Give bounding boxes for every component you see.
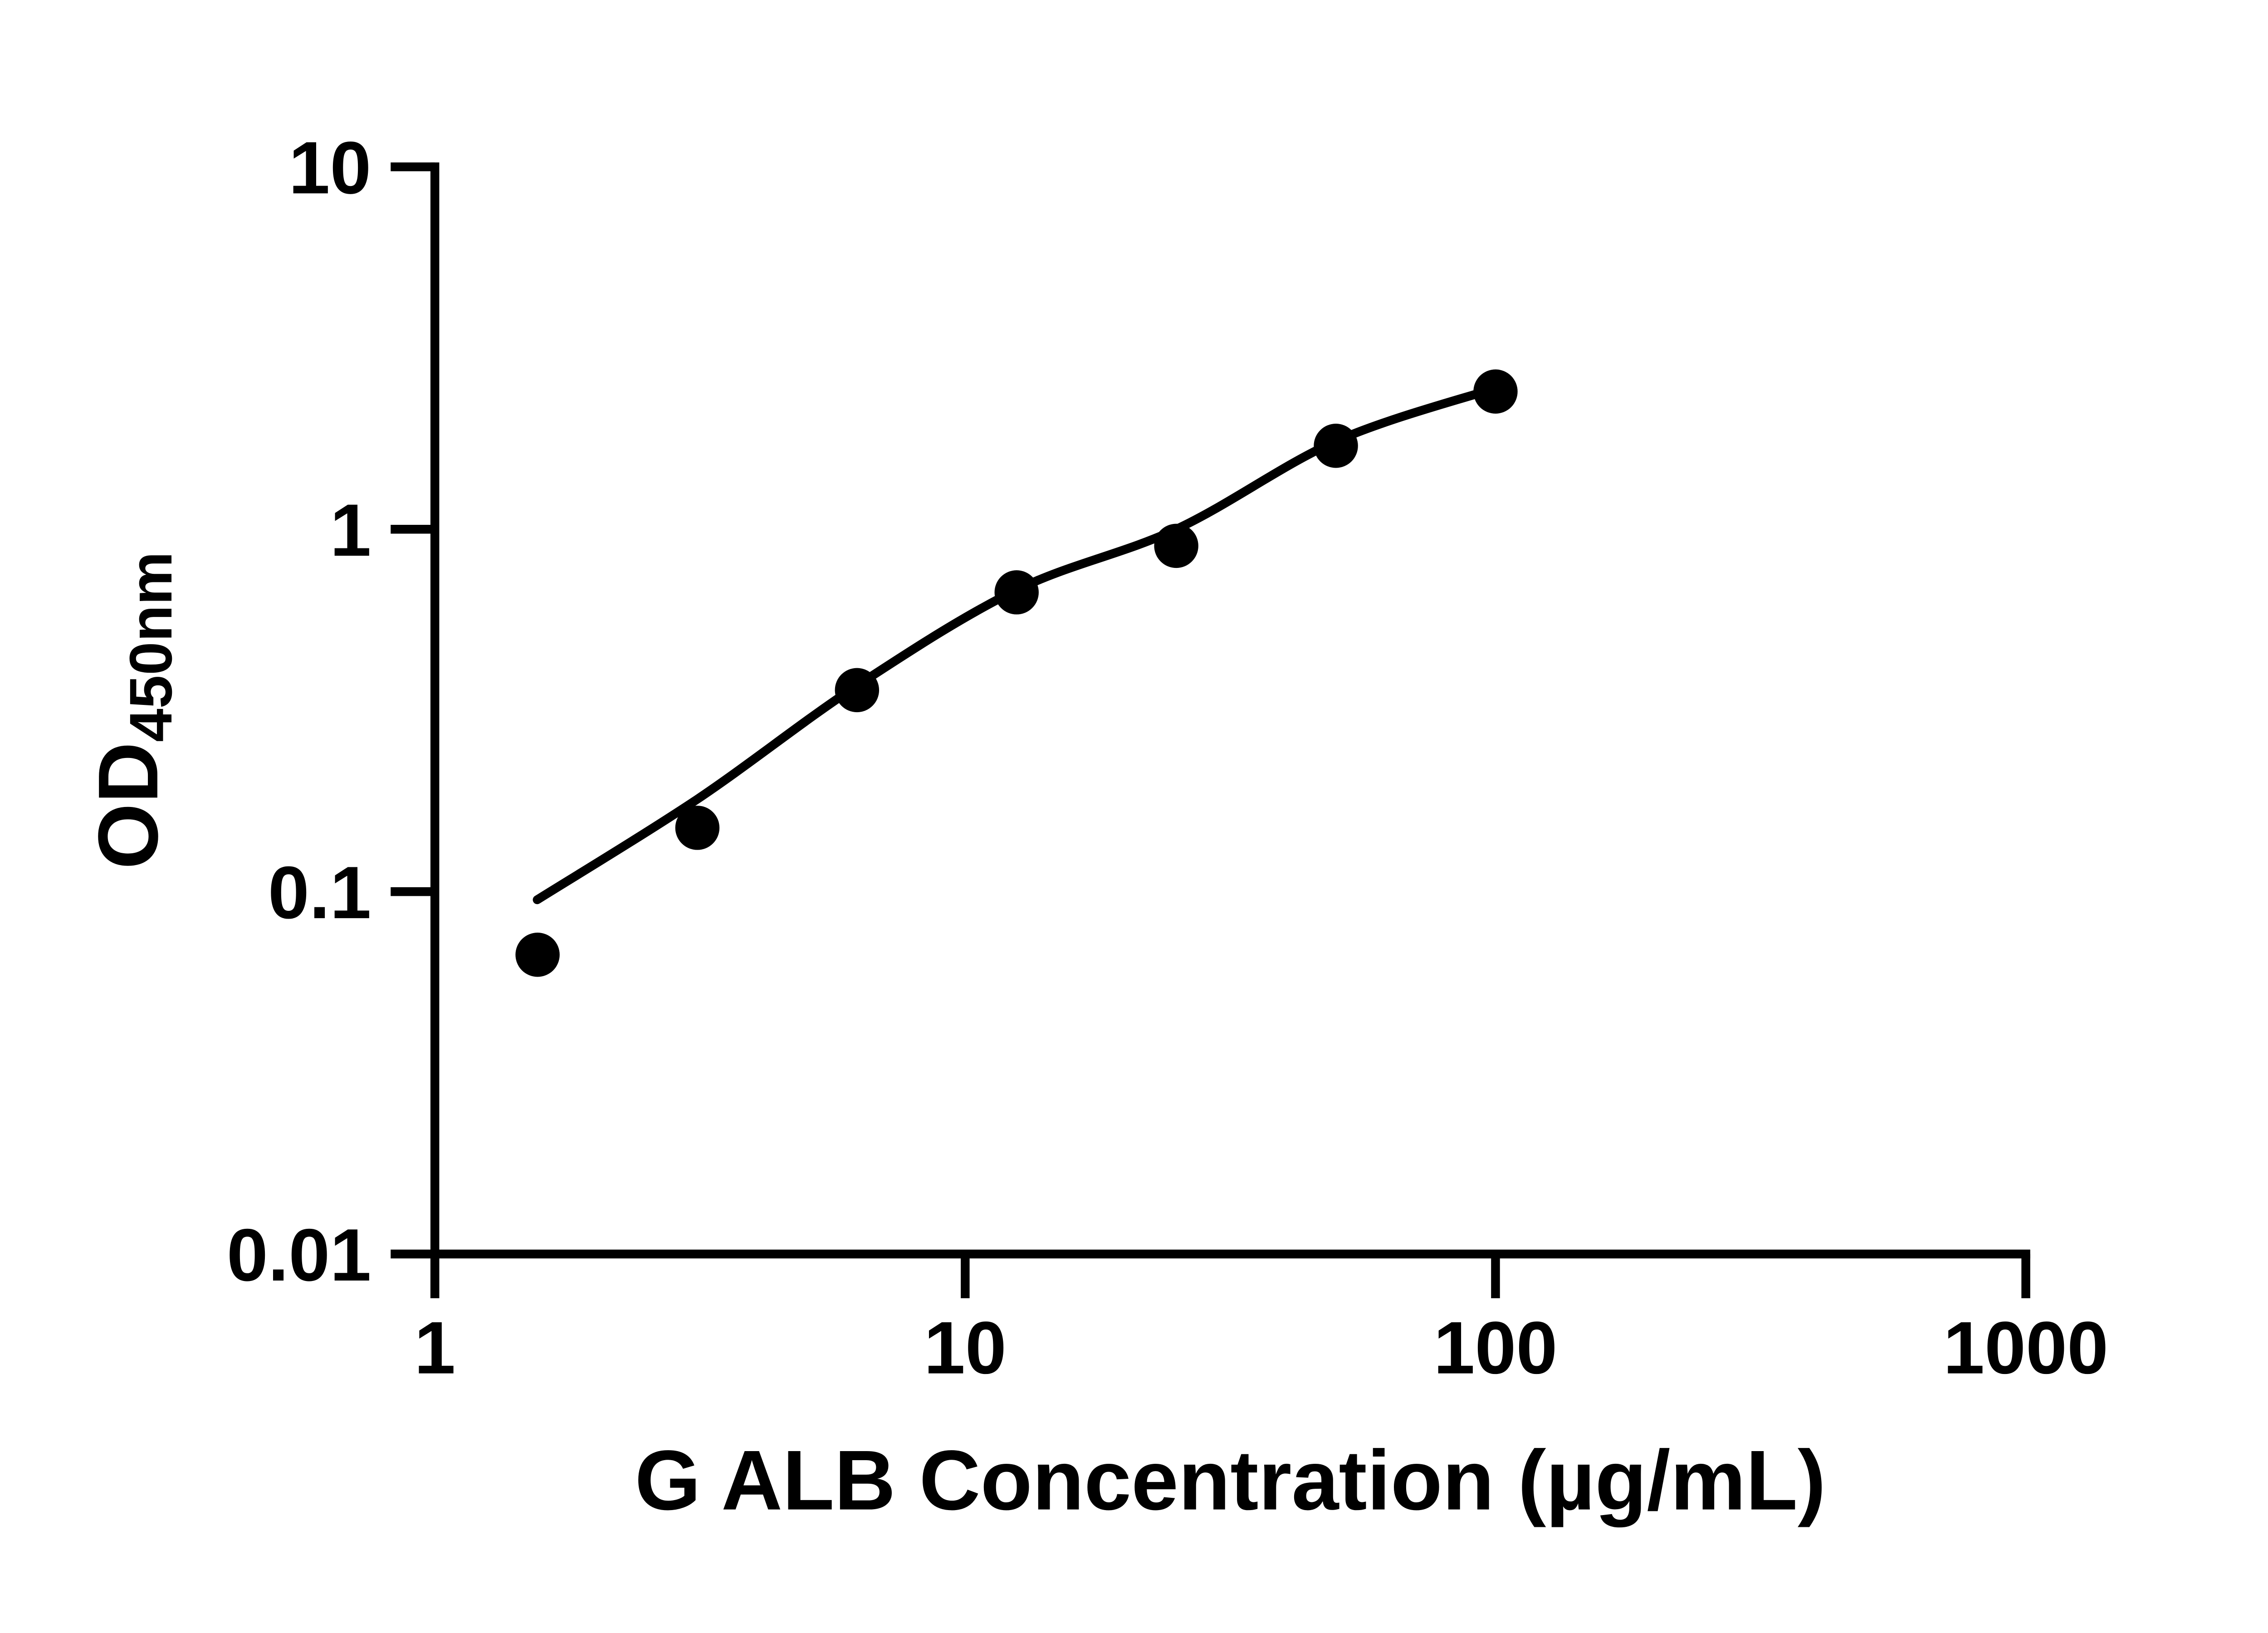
y-tick-label: 0.1 (268, 851, 371, 934)
x-tick-label: 1 (414, 1306, 455, 1389)
x-tick-label: 10 (924, 1306, 1007, 1389)
x-axis-title: G ALB Concentration (µg/mL) (635, 1433, 1826, 1528)
x-tick-label: 1000 (1943, 1306, 2108, 1389)
data-point (1314, 424, 1358, 468)
data-point (1154, 523, 1198, 568)
data-point (994, 570, 1039, 615)
y-axis-title-group: OD450nm (81, 552, 185, 869)
data-point (515, 933, 560, 977)
y-tick-label: 1 (330, 489, 371, 572)
plot-area: 1 10 100 1000 10 1 0.1 0.01 (227, 126, 2108, 1389)
y-tick-label: 0.01 (227, 1213, 371, 1296)
y-axis-title: OD450nm (81, 552, 185, 869)
y-tick-label: 10 (288, 126, 371, 209)
x-tick-label: 100 (1433, 1306, 1557, 1389)
data-point (1473, 369, 1518, 414)
y-axis-title-subscript: 450nm (117, 552, 185, 742)
data-point (835, 668, 880, 713)
data-point (675, 806, 720, 850)
y-axis-title-main: OD (81, 742, 176, 870)
